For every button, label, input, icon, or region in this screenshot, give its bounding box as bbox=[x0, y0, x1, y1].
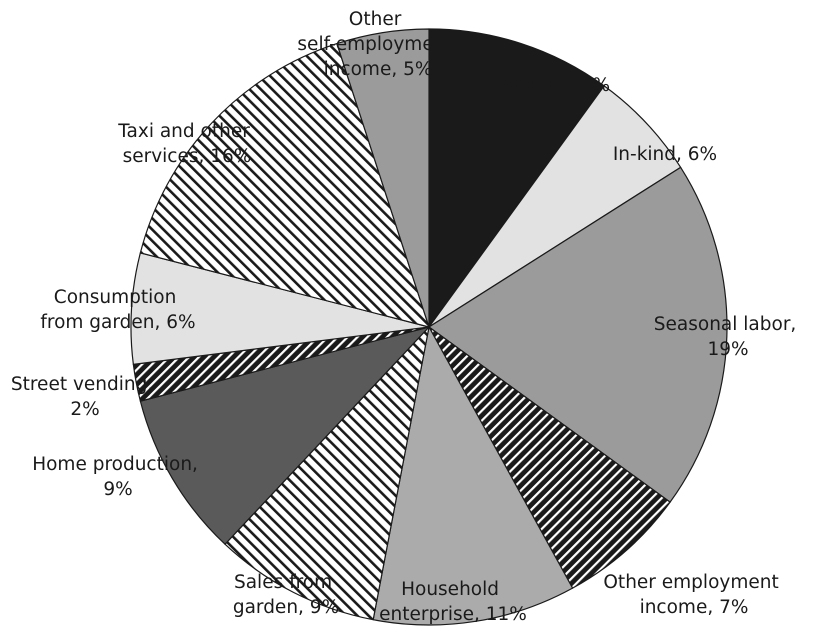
slice-label: Consumption from garden, 6% bbox=[40, 287, 195, 333]
pie-slice bbox=[372, 326, 574, 626]
pie-slice bbox=[139, 42, 430, 328]
slice-label: Other self-employment income, 5% bbox=[297, 9, 458, 80]
slice-label: Other employment income, 7% bbox=[603, 572, 784, 618]
pie-slice bbox=[428, 166, 728, 503]
pie-slice bbox=[224, 326, 430, 621]
slice-label: Taxi and other services, 16% bbox=[117, 121, 255, 167]
pie-slice bbox=[336, 28, 430, 328]
slice-label: Household enterprise, 11% bbox=[379, 579, 527, 625]
slice-label: Home production, 9% bbox=[32, 454, 204, 500]
slice-label: In-kind, 6% bbox=[613, 144, 717, 165]
pie-slice bbox=[428, 28, 605, 328]
slice-label: Street vending, 2% bbox=[11, 374, 159, 420]
slice-label: Seasonal labor, 19% bbox=[654, 314, 802, 360]
slice-label: Sales from garden, 9% bbox=[233, 572, 339, 618]
labels: Wages, 10% In-kind, 6% Seasonal labor, 19%… bbox=[11, 9, 802, 625]
pie-slice bbox=[428, 326, 671, 589]
pie bbox=[130, 28, 728, 626]
slice-label: Wages, 10% bbox=[496, 75, 610, 96]
pie-slice bbox=[139, 326, 430, 545]
